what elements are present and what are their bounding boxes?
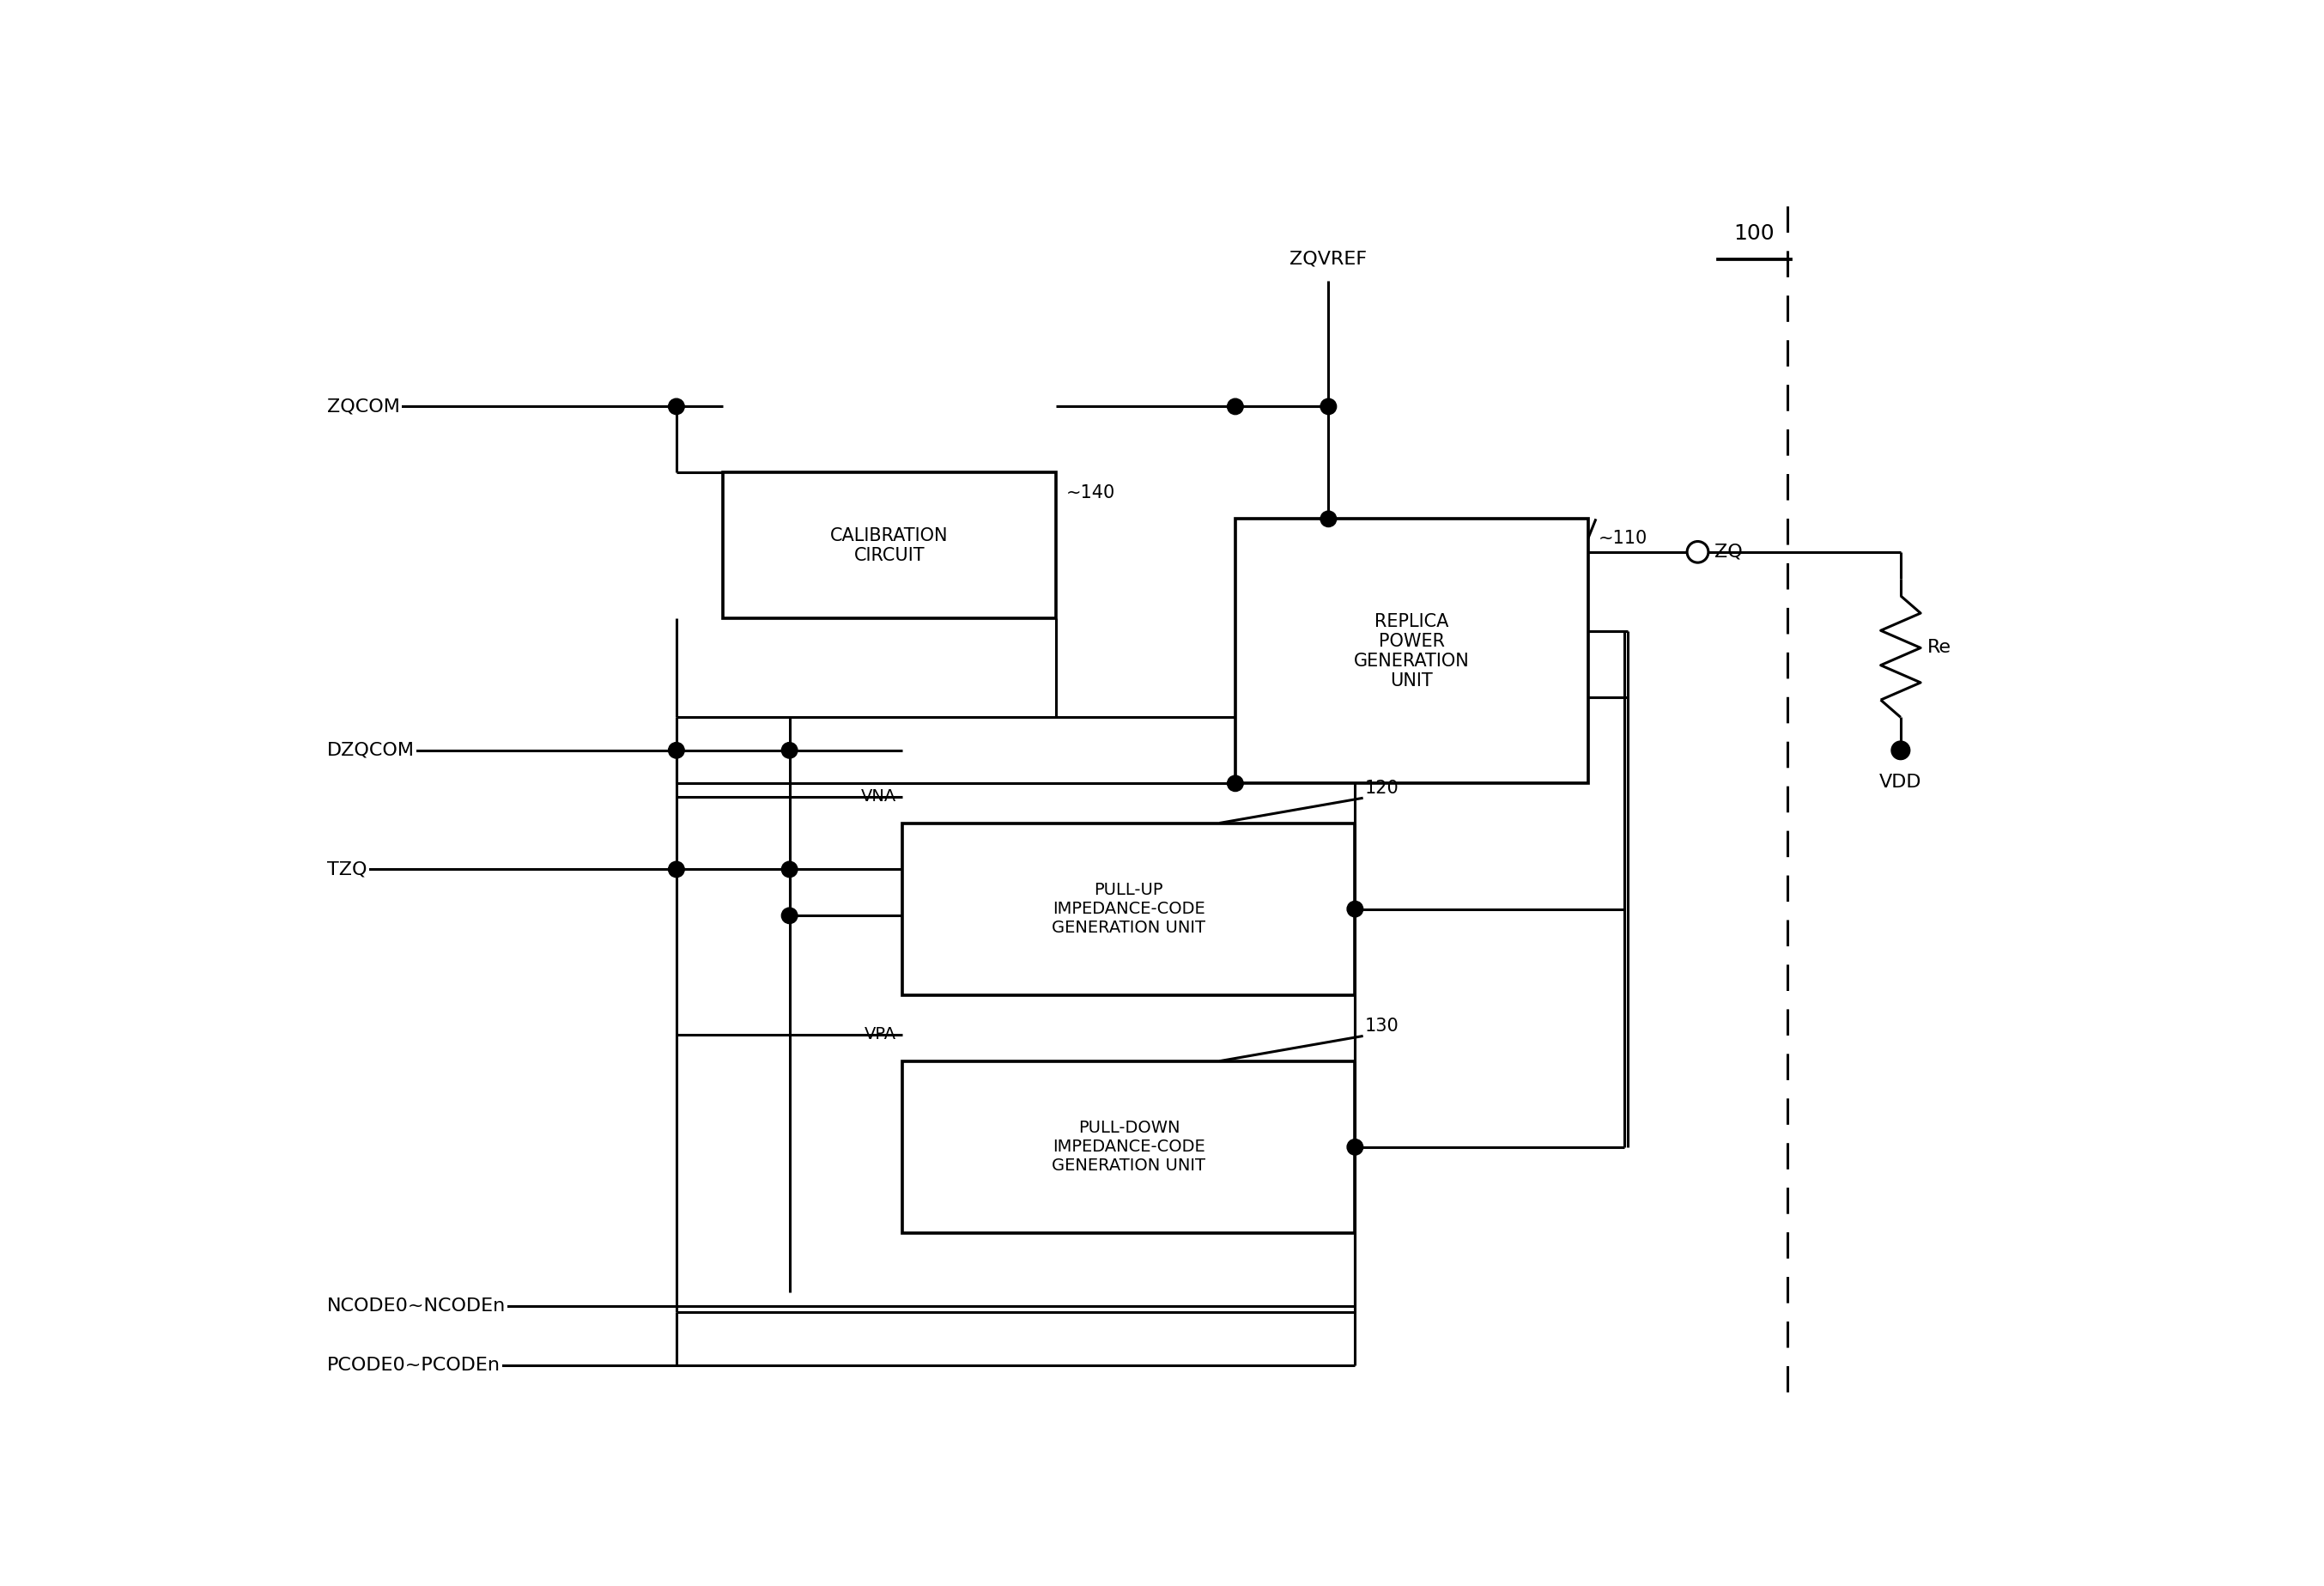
Text: NCODE0~NCODEn: NCODE0~NCODEn <box>328 1297 507 1315</box>
Text: TZQ: TZQ <box>328 861 367 879</box>
Text: 130: 130 <box>1364 1018 1399 1034</box>
FancyBboxPatch shape <box>902 1061 1355 1232</box>
Circle shape <box>781 907 797 923</box>
Text: ZQCOM: ZQCOM <box>328 398 400 416</box>
Text: VNA: VNA <box>860 788 897 804</box>
Text: DZQCOM: DZQCOM <box>328 742 414 760</box>
Text: PCODE0~PCODEn: PCODE0~PCODEn <box>328 1356 500 1373</box>
Text: PULL-DOWN
IMPEDANCE-CODE
GENERATION UNIT: PULL-DOWN IMPEDANCE-CODE GENERATION UNIT <box>1053 1120 1206 1174</box>
Text: ZQCOM: ZQCOM <box>328 398 400 416</box>
Text: TZQ: TZQ <box>328 861 367 879</box>
Circle shape <box>669 398 683 414</box>
Text: Re: Re <box>1927 639 1952 657</box>
Text: CALIBRATION
CIRCUIT: CALIBRATION CIRCUIT <box>830 527 948 565</box>
Text: PULL-UP
IMPEDANCE-CODE
GENERATION UNIT: PULL-UP IMPEDANCE-CODE GENERATION UNIT <box>1053 882 1206 936</box>
Text: 120: 120 <box>1364 779 1399 796</box>
Circle shape <box>1320 398 1336 414</box>
FancyBboxPatch shape <box>723 473 1055 619</box>
Circle shape <box>781 742 797 758</box>
Circle shape <box>1320 511 1336 527</box>
Circle shape <box>669 742 683 758</box>
Circle shape <box>1348 1139 1364 1155</box>
Circle shape <box>1227 776 1243 791</box>
Text: 100: 100 <box>1734 224 1776 244</box>
Text: ZQ: ZQ <box>1715 544 1743 560</box>
Text: VPA: VPA <box>865 1026 897 1044</box>
Circle shape <box>1687 541 1708 563</box>
Text: REPLICA
POWER
GENERATION
UNIT: REPLICA POWER GENERATION UNIT <box>1355 612 1469 690</box>
Text: VDD: VDD <box>1880 774 1922 791</box>
Text: PCODE0~PCODEn: PCODE0~PCODEn <box>328 1356 500 1373</box>
Text: ~140: ~140 <box>1067 484 1116 501</box>
Circle shape <box>1227 398 1243 414</box>
Circle shape <box>1348 901 1364 917</box>
Text: ZQVREF: ZQVREF <box>1290 251 1367 268</box>
Circle shape <box>781 861 797 877</box>
Circle shape <box>1892 741 1910 760</box>
FancyBboxPatch shape <box>902 823 1355 994</box>
Text: DZQCOM: DZQCOM <box>328 742 414 760</box>
Text: ~110: ~110 <box>1599 530 1648 547</box>
FancyBboxPatch shape <box>1236 519 1587 783</box>
Text: NCODE0~NCODEn: NCODE0~NCODEn <box>328 1297 507 1315</box>
Circle shape <box>669 861 683 877</box>
